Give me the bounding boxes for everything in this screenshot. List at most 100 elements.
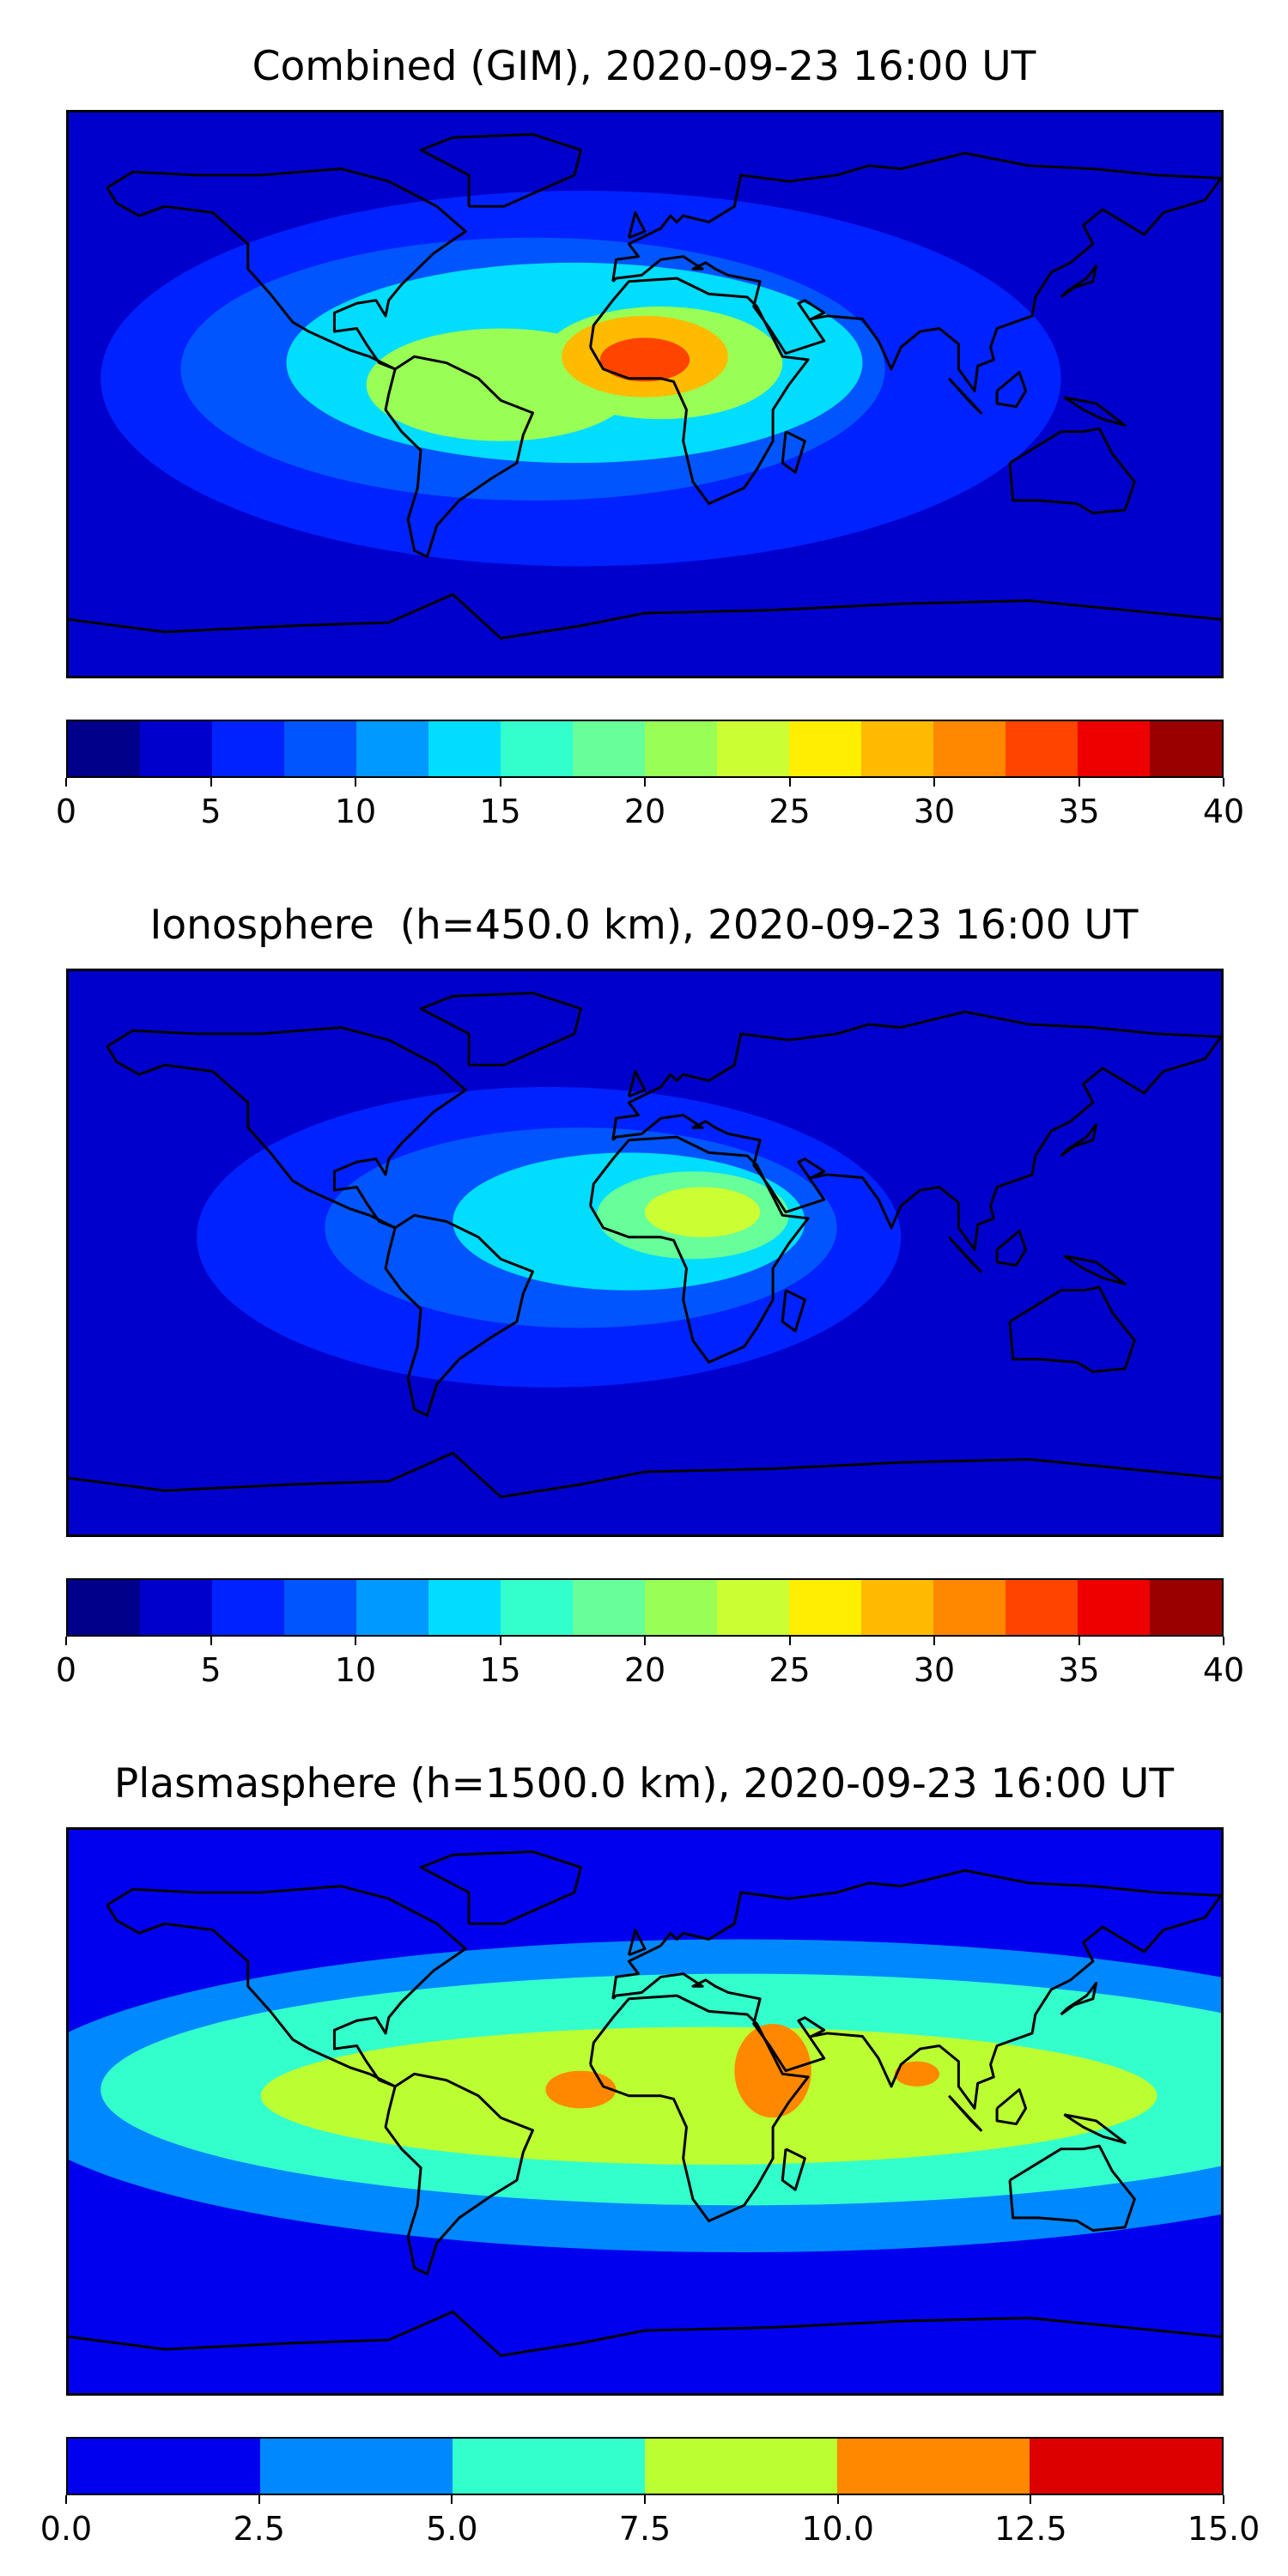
- colorbar-segment: [140, 1580, 213, 1635]
- colorbar-tick-label: 20: [623, 1651, 666, 1689]
- colorbar-tick-label: 7.5: [618, 2510, 671, 2548]
- colorbar-segment: [212, 1580, 285, 1635]
- heatmap-contour: [599, 337, 690, 382]
- colorbar-segment: [68, 721, 141, 776]
- coastline: [995, 1230, 1028, 1267]
- colorbar-tick-mark: [1223, 1637, 1224, 1645]
- colorbar-segment: [501, 1580, 574, 1635]
- heatmap-contour: [645, 1187, 761, 1237]
- coastline: [627, 211, 647, 240]
- colorbar-tick-mark: [65, 778, 67, 787]
- colorbar-tick-mark: [1078, 778, 1080, 787]
- coastline: [589, 276, 810, 506]
- colorbar-tick-label: 2.5: [233, 2510, 285, 2548]
- coastline: [1008, 427, 1136, 515]
- heatmap-contour: [734, 2023, 811, 2118]
- colorbar-tick-label: 5: [200, 793, 222, 830]
- coastline: [948, 377, 982, 415]
- colorbar-segment: [453, 2439, 646, 2494]
- colorbar-segment: [789, 1580, 862, 1635]
- colorbar-segment: [933, 1580, 1006, 1635]
- colorbar-tick-label: 10: [334, 1651, 377, 1689]
- colorbar-tick-label: 0.0: [39, 2510, 93, 2548]
- colorbar-tick-label: 25: [769, 793, 811, 830]
- colorbar-tick-label: 12.5: [994, 2510, 1067, 2548]
- colorbar-tick-mark: [644, 1637, 646, 1645]
- colorbar-segment: [501, 721, 574, 776]
- colorbar-tick-label: 35: [1058, 793, 1100, 830]
- colorbar-tick-label: 30: [913, 793, 956, 830]
- colorbar-segment: [1150, 721, 1222, 776]
- coastline: [948, 2094, 982, 2132]
- colorbar-tick-mark: [1030, 2495, 1032, 2504]
- panel-combined-gim: Combined (GIM), 2020-09-23 16:00 UT 0 5 10…: [0, 0, 1288, 859]
- coastline: [781, 430, 806, 474]
- colorbar-tick-mark: [499, 1637, 501, 1645]
- colorbar-segment: [284, 1580, 357, 1635]
- coastline: [384, 355, 534, 558]
- colorbar-tick-label: 15: [479, 1651, 521, 1689]
- colorbar-tick-label: 40: [1202, 1651, 1245, 1689]
- colorbar-tick-label: 10.0: [801, 2510, 874, 2548]
- colorbar-tick-mark: [1078, 1637, 1080, 1645]
- colorbar-tick-label: 35: [1058, 1651, 1100, 1689]
- colorbar-segment: [1078, 721, 1151, 776]
- coastline: [419, 1850, 582, 1925]
- colorbar-tick-mark: [355, 778, 356, 787]
- coastline: [589, 1994, 810, 2223]
- coastline: [611, 151, 1221, 392]
- coastline: [781, 2148, 806, 2191]
- colorbar-segment: [789, 721, 862, 776]
- colorbar-segment: [212, 721, 285, 776]
- colorbar-segment: [1030, 2439, 1222, 2494]
- colorbar: [66, 720, 1224, 778]
- colorbar-segment: [573, 1580, 646, 1635]
- colorbar-segment: [1005, 721, 1078, 776]
- coastline: [1008, 2144, 1136, 2233]
- colorbar-segment: [861, 721, 934, 776]
- colorbar-tick-mark: [65, 2495, 67, 2504]
- colorbar: [66, 1578, 1224, 1637]
- colorbar-segment: [717, 721, 790, 776]
- colorbar-segment: [140, 721, 213, 776]
- colorbar-tick-label: 5.0: [426, 2510, 478, 2548]
- colorbar-tick-label: 15: [479, 793, 521, 830]
- heatmap-contour: [545, 2070, 617, 2109]
- coastline: [1063, 1255, 1127, 1285]
- coastline: [589, 1135, 810, 1364]
- colorbar-segment: [573, 721, 646, 776]
- colorbar-tick-mark: [836, 2495, 839, 2504]
- coastline: [1063, 396, 1127, 427]
- coastline: [419, 132, 582, 208]
- colorbar-tick-mark: [1223, 778, 1224, 787]
- coastline: [1063, 2113, 1127, 2144]
- coastline: [419, 991, 582, 1066]
- colorbar-tick-mark: [65, 1637, 67, 1645]
- coastline: [384, 2072, 534, 2275]
- colorbar-segment: [933, 721, 1006, 776]
- coastline: [1060, 264, 1098, 299]
- colorbar-tick-mark: [499, 778, 501, 787]
- colorbar-ticks: 0.0 2.5 5.0 7.5 10.0 12.5 15.0: [40, 2495, 1260, 2555]
- colorbar-tick-mark: [788, 778, 791, 787]
- colorbar-segment: [356, 721, 429, 776]
- colorbar-tick-label: 15.0: [1187, 2510, 1261, 2548]
- colorbar-tick-label: 20: [623, 793, 666, 830]
- coastline: [611, 1010, 1221, 1251]
- colorbar-tick-mark: [933, 778, 935, 787]
- colorbar-tick-mark: [644, 778, 646, 787]
- coastline: [1060, 1123, 1098, 1157]
- coastline: [106, 167, 467, 371]
- colorbar-segment: [717, 1580, 790, 1635]
- chart-title: Combined (GIM), 2020-09-23 16:00 UT: [252, 43, 1036, 90]
- coastline: [1008, 1285, 1136, 1374]
- coastline: [627, 1929, 647, 1957]
- colorbar-tick-mark: [644, 2495, 646, 2504]
- colorbar-tick-mark: [1223, 2495, 1224, 2504]
- colorbar-tick-mark: [451, 2495, 453, 2504]
- colorbar-segment: [645, 1580, 718, 1635]
- colorbar-segment: [356, 1580, 429, 1635]
- coastline: [948, 1236, 982, 1273]
- colorbar-tick-mark: [355, 1637, 356, 1645]
- colorbar-segment: [645, 721, 718, 776]
